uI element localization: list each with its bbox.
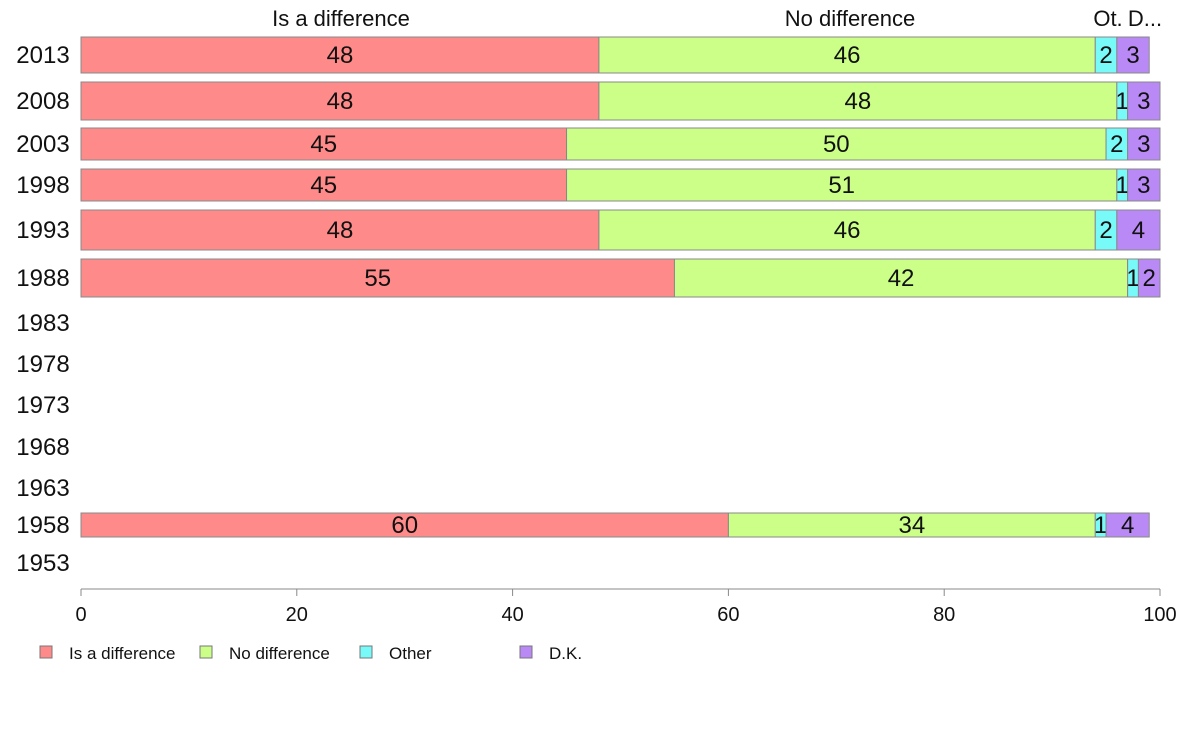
bar-value-label: 42 [888, 265, 915, 292]
column-header-labels: Is a difference No difference Ot. D... [272, 6, 1162, 31]
x-tick-label: 100 [1143, 604, 1176, 626]
legend-swatch [519, 645, 533, 659]
bar-segment [1127, 127, 1161, 161]
bar-value-label: 2 [1099, 42, 1112, 69]
bar-value-label: 3 [1137, 88, 1150, 115]
column-header-label: No difference [785, 6, 915, 31]
legend-swatch [359, 645, 373, 659]
x-tick-label: 20 [286, 604, 308, 626]
legend-swatch [199, 645, 213, 659]
bar-segment [80, 36, 600, 74]
y-tick-label: 1978 [16, 351, 69, 378]
bar-value-label: 50 [823, 131, 850, 158]
bar-segment [566, 168, 1118, 202]
y-tick-label: 1963 [16, 475, 69, 502]
legend-swatch [39, 645, 53, 659]
bar-segment [80, 168, 568, 202]
y-tick-label: 1973 [16, 392, 69, 419]
x-tick-label: 60 [717, 604, 739, 626]
legend-label: D.K. [549, 644, 582, 663]
bar-value-label: 2 [1099, 217, 1112, 244]
bar-value-label: 1 [1126, 265, 1139, 292]
bar-segment [673, 258, 1129, 298]
bar-value-label: 1 [1094, 512, 1107, 539]
column-header-label: Ot. [1093, 6, 1122, 31]
y-tick-label: 1983 [16, 310, 69, 337]
bar-value-label: 3 [1137, 172, 1150, 199]
bar-segment [598, 209, 1096, 251]
bars: 48 46 2 348 48 1 345 50 2 345 51 1 348 46 2 455 42 1 260 34… [80, 36, 1161, 539]
bar-value-label: 48 [327, 217, 354, 244]
bar-value-label: 46 [834, 42, 861, 69]
bar-value-label: 1 [1116, 172, 1129, 199]
legend: Is a difference No difference Other D.K. [39, 644, 582, 663]
legend-label: Other [389, 644, 432, 663]
y-tick-label: 1998 [16, 172, 69, 199]
y-tick-label: 1988 [16, 265, 69, 292]
bar-value-label: 45 [310, 172, 337, 199]
y-axis-labels: 2013 2008 2003 1998 1993 1988 1983 1978 1973 1968… [16, 42, 69, 577]
y-tick-label: 1958 [16, 512, 69, 539]
bar-segment [566, 127, 1107, 161]
bar-value-label: 2 [1110, 131, 1123, 158]
x-tick-label: 40 [501, 604, 523, 626]
bar-segment [598, 81, 1118, 121]
y-tick-label: 2008 [16, 88, 69, 115]
bar-segment [1127, 81, 1161, 121]
x-tick-label: 0 [75, 604, 86, 626]
bar-segment [1127, 168, 1161, 202]
bar-value-label: 55 [364, 265, 391, 292]
bar-segment [598, 36, 1096, 74]
y-tick-label: 1993 [16, 217, 69, 244]
bar-value-label: 48 [327, 88, 354, 115]
x-tick-label: 80 [933, 604, 955, 626]
y-tick-label: 2003 [16, 131, 69, 158]
bar-segment [80, 512, 729, 538]
bar-value-label: 48 [845, 88, 872, 115]
bar-segment [1116, 209, 1161, 251]
x-axis: 0 20 40 60 80 100 [75, 588, 1177, 626]
legend-label: Is a difference [69, 644, 175, 663]
bar-value-label: 60 [391, 512, 418, 539]
y-tick-label: 1953 [16, 550, 69, 577]
bar-value-label: 48 [327, 42, 354, 69]
legend-label: No difference [229, 644, 330, 663]
column-header-label: Is a difference [272, 6, 410, 31]
y-tick-label: 2013 [16, 42, 69, 69]
bar-segment [1105, 512, 1150, 538]
bar-value-label: 45 [310, 131, 337, 158]
bar-value-label: 4 [1121, 512, 1134, 539]
y-tick-label: 1968 [16, 434, 69, 461]
bar-segment [727, 512, 1096, 538]
bar-value-label: 3 [1126, 42, 1139, 69]
bar-value-label: 1 [1116, 88, 1129, 115]
bar-value-label: 46 [834, 217, 861, 244]
bar-value-label: 2 [1143, 265, 1156, 292]
bar-segment [1116, 36, 1150, 74]
bar-value-label: 4 [1132, 217, 1145, 244]
bar-segment [80, 258, 675, 298]
bar-segment [80, 81, 600, 121]
bar-segment [80, 127, 568, 161]
bar-value-label: 51 [828, 172, 855, 199]
bar-value-label: 34 [898, 512, 925, 539]
bar-segment [1137, 258, 1161, 298]
bar-value-label: 3 [1137, 131, 1150, 158]
column-header-label: D... [1128, 6, 1162, 31]
